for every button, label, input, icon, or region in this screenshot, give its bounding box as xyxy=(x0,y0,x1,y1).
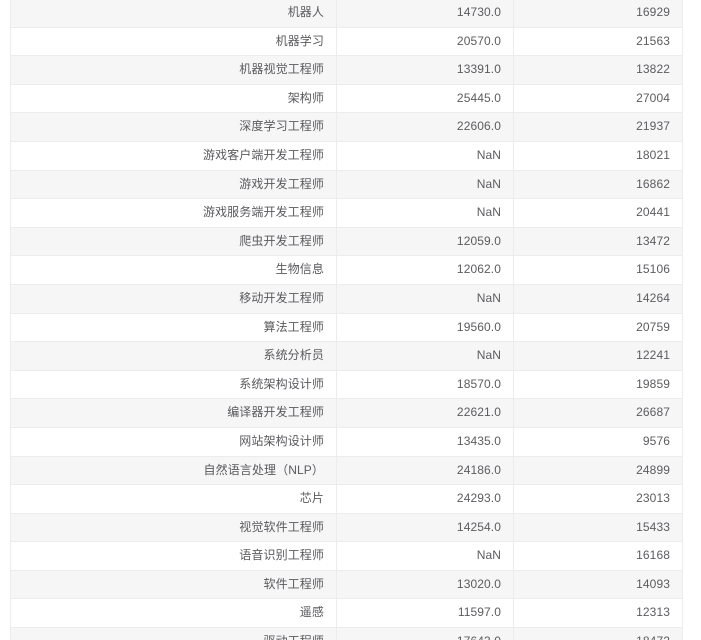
cell-value-2: 18472 xyxy=(513,627,683,640)
cell-value-2: 14093 xyxy=(513,569,683,600)
table-row[interactable]: 架构师 25445.0 27004 xyxy=(10,83,683,114)
cell-value-1: 13435.0 xyxy=(336,426,514,457)
cell-value-2: 21937 xyxy=(513,112,683,142)
cell-value-1: NaN xyxy=(336,169,514,200)
cell-value-2: 19859 xyxy=(513,369,683,400)
cell-value-2: 21563 xyxy=(513,26,683,57)
cell-value-2: 15106 xyxy=(513,255,683,285)
cell-job-title: 网站架构设计师 xyxy=(10,426,337,457)
cell-job-title: 语音识别工程师 xyxy=(10,541,337,571)
cell-value-1: 12059.0 xyxy=(336,226,514,257)
table-row[interactable]: 系统架构设计师 18570.0 19859 xyxy=(10,369,683,400)
cell-value-2: 15433 xyxy=(513,512,683,543)
cell-value-1: 17643.0 xyxy=(336,627,514,640)
cell-value-1: NaN xyxy=(336,541,514,571)
cell-value-1: 14254.0 xyxy=(336,512,514,543)
cell-value-2: 12313 xyxy=(513,598,683,629)
cell-value-1: 14730.0 xyxy=(336,0,514,28)
cell-job-title: 生物信息 xyxy=(10,255,337,285)
cell-value-2: 9576 xyxy=(513,426,683,457)
cell-job-title: 软件工程师 xyxy=(10,569,337,600)
table-body: 机器人 14730.0 16929 机器学习 20570.0 21563 机器视觉工程师 13… xyxy=(10,0,683,640)
table-row[interactable]: 驱动工程师17643.018472 xyxy=(10,627,683,640)
table-row[interactable]: 生物信息 12062.0 15106 xyxy=(10,255,683,285)
table-row[interactable]: 自然语言处理（NLP） 24186.0 24899 xyxy=(10,455,683,486)
table-row[interactable]: 遥感 11597.0 12313 xyxy=(10,598,683,629)
table-row[interactable]: 软件工程师 13020.0 14093 xyxy=(10,569,683,600)
cell-value-2: 13822 xyxy=(513,55,683,85)
cell-value-2: 18021 xyxy=(513,140,683,171)
table-row[interactable]: 深度学习工程师 22606.0 21937 xyxy=(10,112,683,142)
cell-value-2: 26687 xyxy=(513,398,683,428)
cell-value-2: 24899 xyxy=(513,455,683,486)
cell-value-2: 13472 xyxy=(513,226,683,257)
cell-value-1: 25445.0 xyxy=(336,83,514,114)
cell-job-title: 深度学习工程师 xyxy=(10,112,337,142)
cell-job-title: 移动开发工程师 xyxy=(10,283,337,314)
cell-value-1: NaN xyxy=(336,283,514,314)
cell-value-1: 24186.0 xyxy=(336,455,514,486)
cell-job-title: 机器人 xyxy=(10,0,337,28)
cell-value-2: 23013 xyxy=(513,484,683,514)
cell-value-2: 16168 xyxy=(513,541,683,571)
table-row[interactable]: 游戏服务端开发工程师 NaN 20441 xyxy=(10,198,683,228)
cell-job-title: 机器学习 xyxy=(10,26,337,57)
cell-value-2: 20441 xyxy=(513,198,683,228)
cell-value-1: 22621.0 xyxy=(336,398,514,428)
cell-value-2: 14264 xyxy=(513,283,683,314)
table-row[interactable]: 机器人 14730.0 16929 xyxy=(10,0,683,28)
cell-job-title: 游戏客户端开发工程师 xyxy=(10,140,337,171)
cell-value-1: 20570.0 xyxy=(336,26,514,57)
cell-value-1: 13020.0 xyxy=(336,569,514,600)
cell-job-title: 机器视觉工程师 xyxy=(10,55,337,85)
table-row[interactable]: 芯片 24293.0 23013 xyxy=(10,484,683,514)
cell-value-2: 16862 xyxy=(513,169,683,200)
table-row[interactable]: 视觉软件工程师 14254.0 15433 xyxy=(10,512,683,543)
cell-value-1: 11597.0 xyxy=(336,598,514,629)
cell-job-title: 架构师 xyxy=(10,83,337,114)
cell-job-title: 驱动工程师 xyxy=(10,627,337,640)
table-row[interactable]: 语音识别工程师 NaN 16168 xyxy=(10,541,683,571)
table-row[interactable]: 游戏客户端开发工程师 NaN 18021 xyxy=(10,140,683,171)
table-row[interactable]: 爬虫开发工程师 12059.0 13472 xyxy=(10,226,683,257)
cell-value-1: 24293.0 xyxy=(336,484,514,514)
cell-job-title: 芯片 xyxy=(10,484,337,514)
table-row[interactable]: 游戏开发工程师 NaN 16862 xyxy=(10,169,683,200)
cell-value-1: 19560.0 xyxy=(336,312,514,343)
cell-job-title: 爬虫开发工程师 xyxy=(10,226,337,257)
cell-job-title: 视觉软件工程师 xyxy=(10,512,337,543)
cell-value-1: 22606.0 xyxy=(336,112,514,142)
table-row[interactable]: 算法工程师 19560.0 20759 xyxy=(10,312,683,343)
cell-job-title: 游戏服务端开发工程师 xyxy=(10,198,337,228)
table-row[interactable]: 机器学习 20570.0 21563 xyxy=(10,26,683,57)
cell-value-1: 13391.0 xyxy=(336,55,514,85)
cell-value-2: 20759 xyxy=(513,312,683,343)
cell-value-1: 18570.0 xyxy=(336,369,514,400)
cell-value-1: NaN xyxy=(336,140,514,171)
data-table: 机器人 14730.0 16929 机器学习 20570.0 21563 机器视觉工程师 13… xyxy=(10,0,683,640)
cell-job-title: 系统架构设计师 xyxy=(10,369,337,400)
cell-job-title: 自然语言处理（NLP） xyxy=(10,455,337,486)
cell-value-2: 27004 xyxy=(513,83,683,114)
table-row[interactable]: 网站架构设计师 13435.0 9576 xyxy=(10,426,683,457)
cell-value-2: 16929 xyxy=(513,0,683,28)
cell-job-title: 游戏开发工程师 xyxy=(10,169,337,200)
cell-job-title: 编译器开发工程师 xyxy=(10,398,337,428)
table-row[interactable]: 编译器开发工程师 22621.0 26687 xyxy=(10,398,683,428)
cell-value-1: 12062.0 xyxy=(336,255,514,285)
cell-job-title: 遥感 xyxy=(10,598,337,629)
table-row[interactable]: 机器视觉工程师 13391.0 13822 xyxy=(10,55,683,85)
cell-value-1: NaN xyxy=(336,198,514,228)
cell-value-2: 12241 xyxy=(513,341,683,371)
cell-value-1: NaN xyxy=(336,341,514,371)
table-row[interactable]: 系统分析员 NaN 12241 xyxy=(10,341,683,371)
cell-job-title: 算法工程师 xyxy=(10,312,337,343)
table-row[interactable]: 移动开发工程师 NaN 14264 xyxy=(10,283,683,314)
cell-job-title: 系统分析员 xyxy=(10,341,337,371)
